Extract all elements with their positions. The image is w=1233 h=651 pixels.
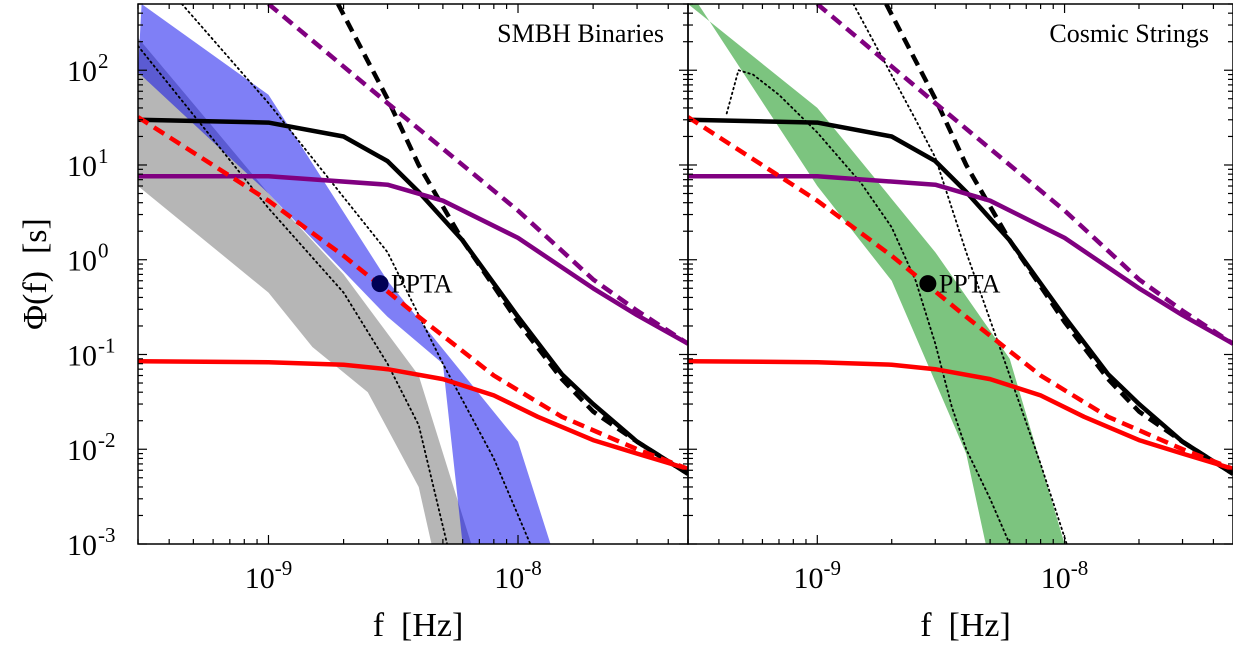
ppta-point — [371, 275, 389, 293]
ppta-label: PPTA — [939, 270, 1001, 299]
series-line-5 — [688, 174, 1233, 346]
series-line-4 — [884, 4, 1233, 476]
x-tick-label: 10-9 — [794, 556, 842, 595]
y-tick-label: 10 — [67, 529, 97, 562]
y-tick-label: 10 — [67, 245, 97, 278]
band-1 — [138, 37, 472, 544]
y-tick-label: 10 — [67, 150, 97, 183]
x-axis-title: f [Hz] — [373, 607, 464, 644]
ppta-point — [919, 275, 937, 293]
series-line-2 — [852, 4, 1068, 544]
series-line-1 — [181, 4, 532, 544]
series-line-4 — [336, 4, 688, 476]
y-tick-label-exponent: 0 — [98, 239, 109, 263]
y-tick-label: 10 — [67, 339, 97, 372]
series-line-7 — [138, 358, 688, 472]
x-tick-label: 10-8 — [494, 556, 542, 595]
panel-title: Cosmic Strings — [1049, 19, 1209, 48]
plot-area — [688, 4, 1233, 544]
y-tick-label-exponent: 1 — [98, 144, 109, 168]
series-line-6 — [815, 4, 1233, 346]
series-line-7 — [688, 358, 1233, 472]
series-line-8 — [688, 115, 1233, 471]
x-tick-label: 10-9 — [245, 556, 293, 595]
x-axis-title: f [Hz] — [920, 607, 1011, 644]
y-axis-title: Φ(f) [s] — [17, 218, 54, 330]
x-tick-label: 10-8 — [1041, 556, 1089, 595]
panel-cosmic-strings: PPTA 10-9 10-8 Cosmic Strings f [Hz] — [687, 3, 1233, 644]
series-line-1 — [725, 69, 1011, 544]
y-tick-label-exponent: 2 — [98, 49, 109, 73]
y-tick-label: 10 — [67, 434, 97, 467]
ppta-label: PPTA — [391, 270, 453, 299]
y-tick-label-exponent: -3 — [98, 523, 116, 547]
band-1 — [688, 4, 1065, 544]
y-tick-label: 10 — [67, 55, 97, 88]
plot-area — [138, 4, 688, 544]
y-tick-label-exponent: -1 — [98, 333, 116, 357]
series-line-5 — [138, 174, 688, 346]
band-2 — [138, 4, 551, 544]
panel-title: SMBH Binaries — [497, 19, 664, 48]
y-tick-label-exponent: -2 — [98, 428, 116, 452]
